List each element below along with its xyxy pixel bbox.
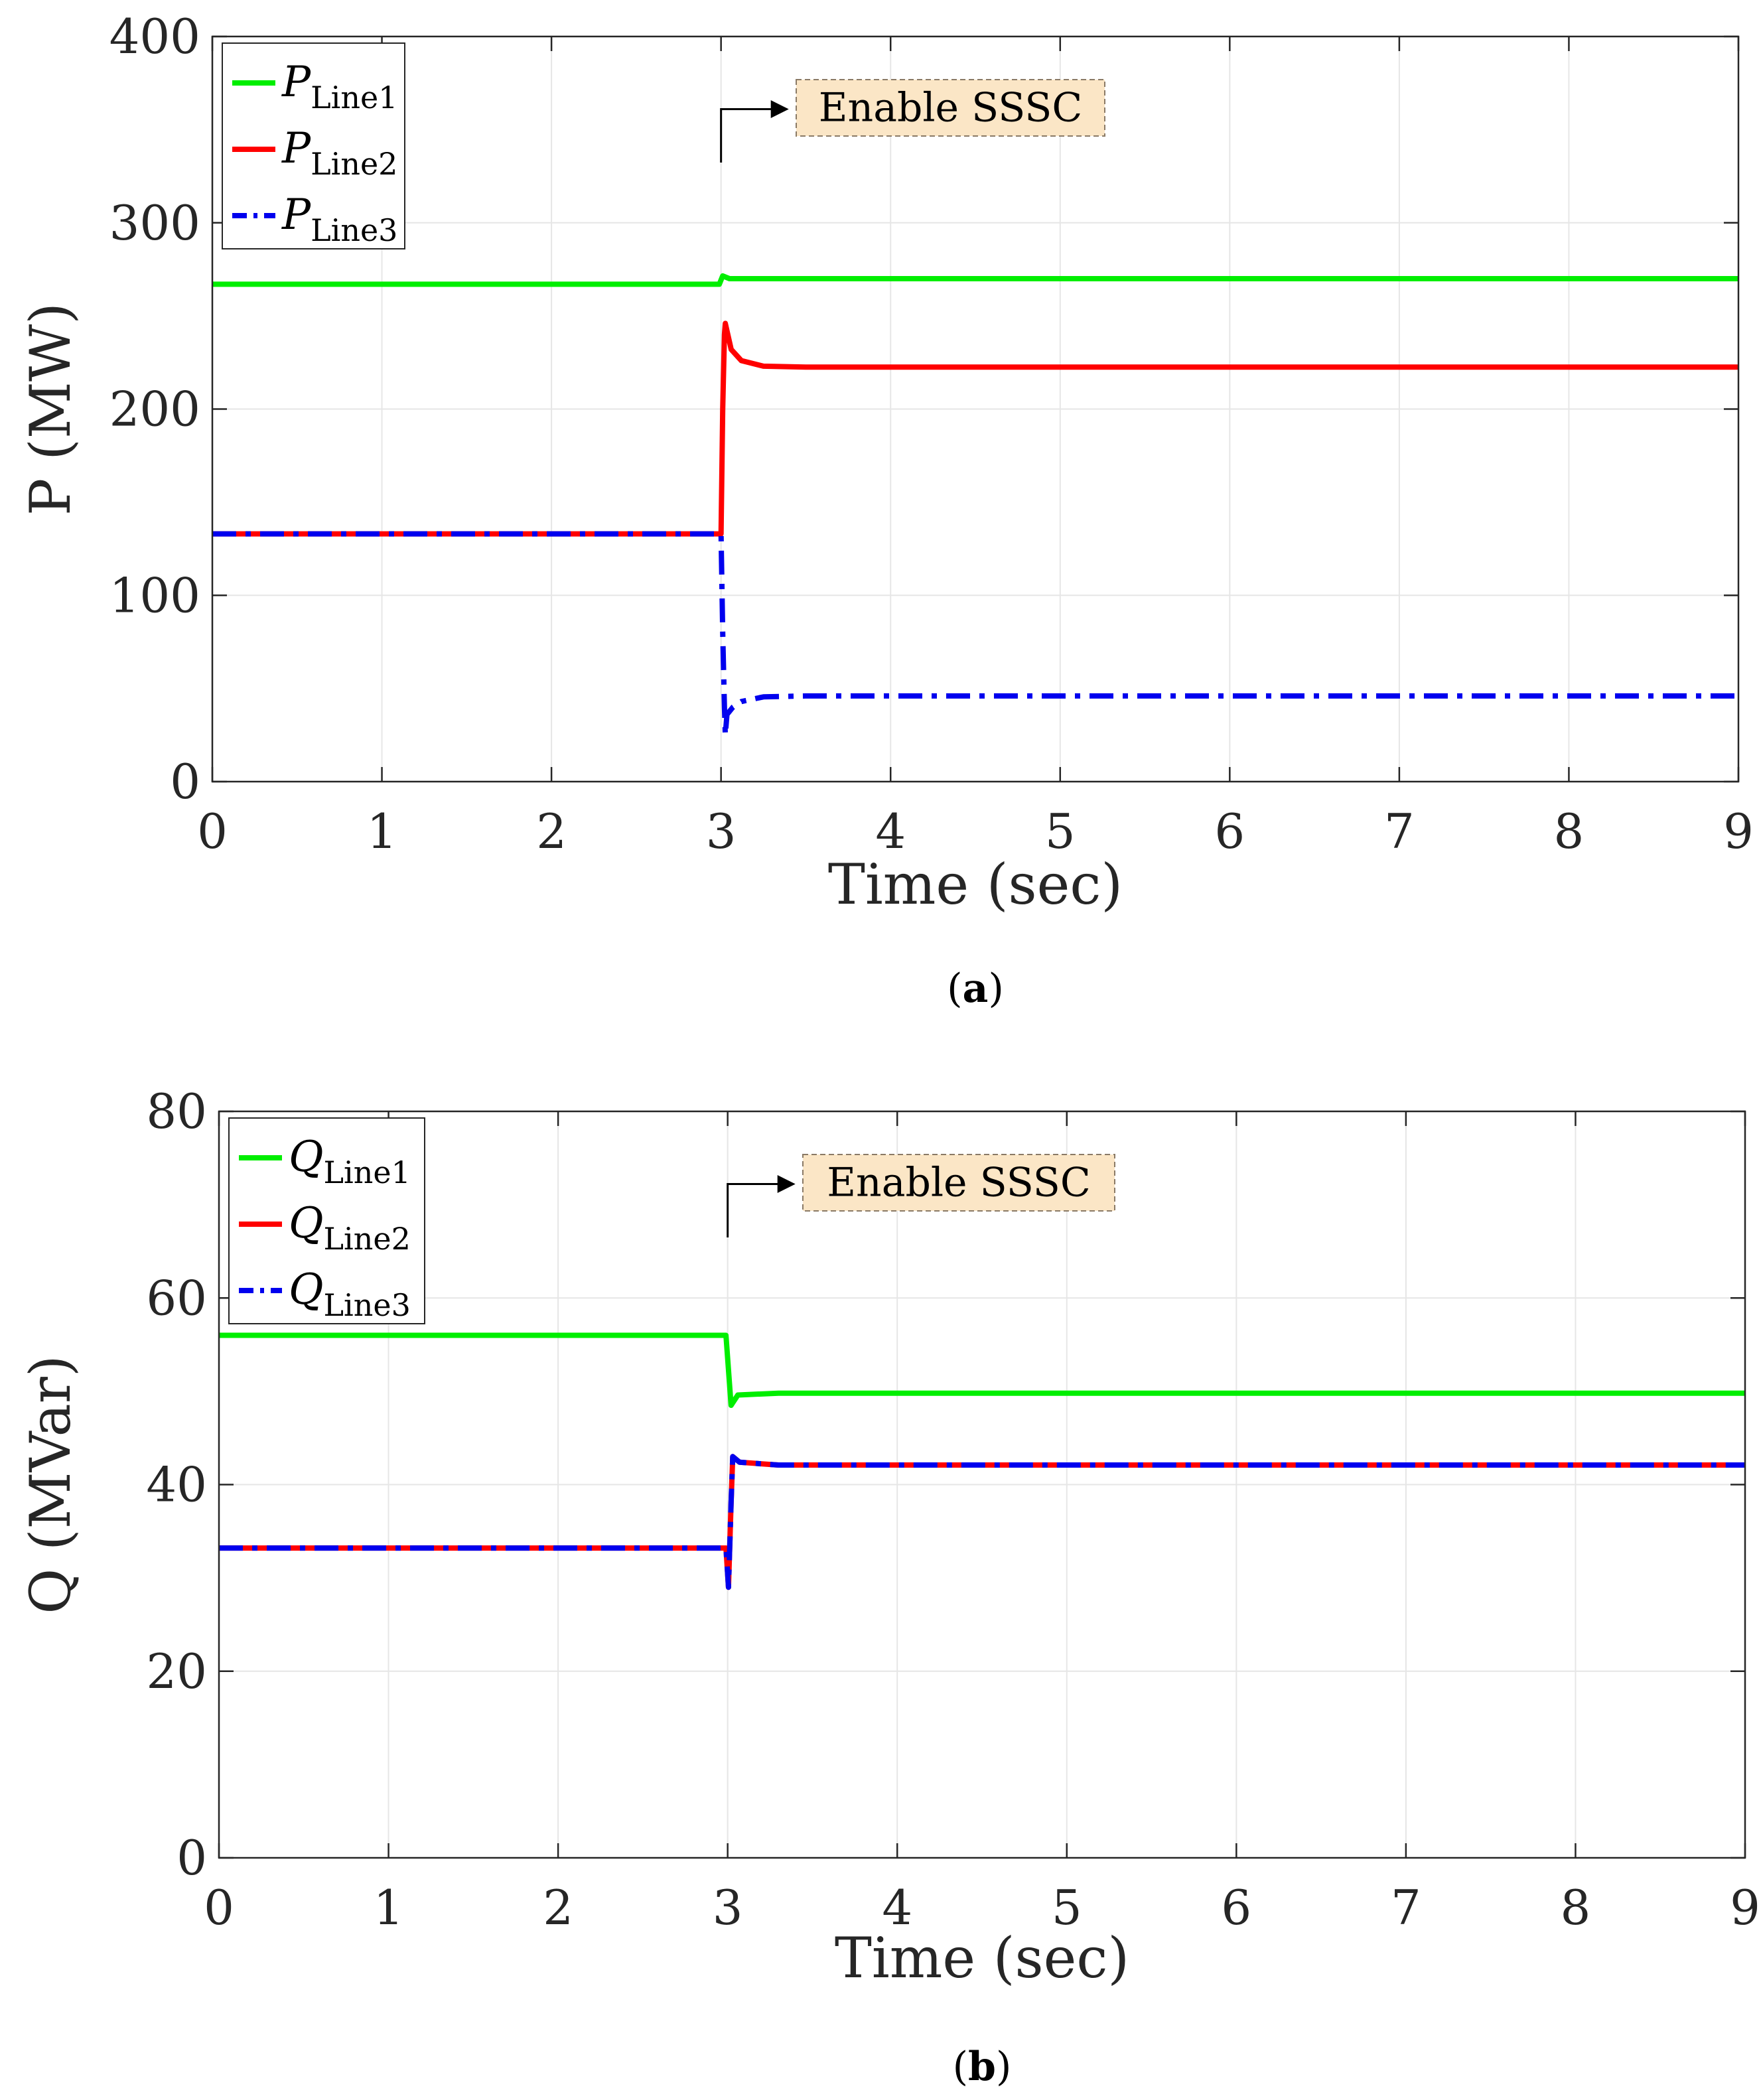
- y-tick-label: 60: [146, 1270, 207, 1326]
- y-tick-label: 100: [109, 567, 200, 623]
- x-axis-label: Time (sec): [835, 1925, 1129, 1991]
- x-tick-label: 5: [1052, 1880, 1082, 1935]
- series-line-line2: [212, 320, 1738, 537]
- panel-caption: (a): [947, 965, 1004, 1012]
- chart-panel-a: 0 1 2 3 4 5 6 7 8 9 0 100 200 300 400 Time (sec) P (MW) (…: [18, 9, 1754, 1012]
- x-tick-label: 0: [204, 1880, 234, 1935]
- legend-box: [222, 42, 405, 249]
- annotation: Enable SSSC: [727, 1154, 1115, 1237]
- y-tick-label: 20: [146, 1644, 207, 1699]
- x-tick-label: 4: [875, 804, 906, 859]
- annotation-arrow: [720, 100, 789, 163]
- annotation-box: [796, 79, 1105, 137]
- x-tick-label: 1: [374, 1880, 404, 1935]
- annotation-arrow: [727, 1175, 796, 1237]
- annotation-box: [802, 1154, 1115, 1212]
- y-tick-label: 80: [146, 1084, 207, 1139]
- x-tick-label: 7: [1384, 804, 1415, 859]
- x-axis-label: Time (sec): [828, 852, 1123, 917]
- series-line-line1: [212, 273, 1738, 287]
- x-tick-label: 2: [543, 1880, 573, 1935]
- x-tick-label: 6: [1221, 1880, 1251, 1935]
- x-tick-label: 4: [882, 1880, 912, 1935]
- annotation-label: Enable SSSC: [827, 1160, 1091, 1206]
- y-tick-label: 400: [109, 9, 200, 64]
- legend: PLine1 PLine2 PLine3: [222, 42, 405, 249]
- legend-item-line3: QLine3: [289, 1265, 411, 1323]
- series-line-line1: [219, 1332, 1745, 1408]
- x-tick-label: 5: [1045, 804, 1076, 859]
- x-tick-label: 8: [1561, 1880, 1591, 1935]
- y-axis-label: P (MW): [18, 303, 83, 516]
- y-tick-label: 0: [176, 1830, 207, 1886]
- panel-caption: (b): [953, 2044, 1012, 2090]
- x-tick-label: 6: [1214, 804, 1245, 859]
- legend: QLine1 QLine2 QLine3: [228, 1117, 425, 1324]
- x-tick-label: 3: [713, 1880, 743, 1935]
- annotation-label: Enable SSSC: [819, 85, 1083, 131]
- legend-item-line1: QLine1: [289, 1133, 411, 1190]
- x-tick-label: 7: [1391, 1880, 1421, 1935]
- y-tick-label: 300: [109, 195, 200, 251]
- x-tick-label: 0: [197, 804, 228, 859]
- y-axis-label: Q (MVar): [18, 1355, 83, 1614]
- chart-panel-b: 0 1 2 3 4 5 6 7 8 9 0 20 40 60 80 Time (sec) Q (MVar) (b)…: [18, 1084, 1759, 2090]
- x-tick-label: 9: [1730, 1880, 1759, 1935]
- y-tick-label: 0: [170, 754, 200, 809]
- legend-item-line2: PLine2: [281, 124, 397, 182]
- series-line-line3: [212, 531, 1738, 738]
- y-tick-label: 200: [109, 382, 200, 437]
- x-tick-label: 1: [367, 804, 397, 859]
- legend-item-line2: QLine2: [289, 1199, 411, 1257]
- x-tick-label: 3: [706, 804, 737, 859]
- x-tick-label: 9: [1723, 804, 1754, 859]
- x-tick-label: 2: [536, 804, 567, 859]
- series-line-line3: [219, 1454, 1745, 1590]
- legend-item-line1: PLine1: [281, 58, 397, 115]
- legend-item-line3: PLine3: [281, 190, 397, 248]
- y-tick-label: 40: [146, 1457, 207, 1513]
- annotation: Enable SSSC: [720, 79, 1105, 163]
- x-tick-label: 8: [1554, 804, 1584, 859]
